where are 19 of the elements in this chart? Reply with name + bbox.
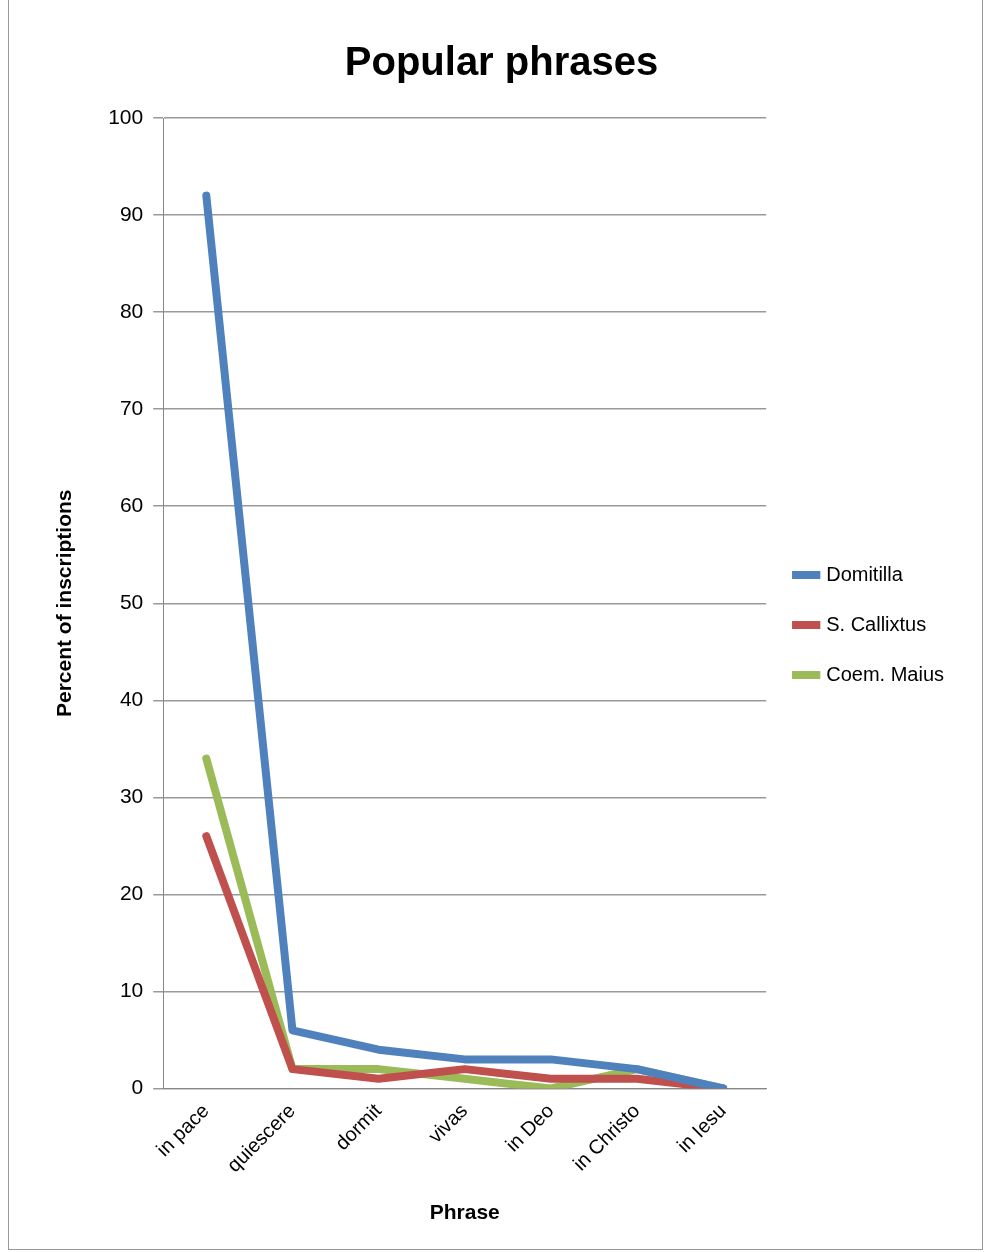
y-axis-title: Percent of inscriptions — [52, 489, 76, 718]
y-tick-label: 90 — [119, 201, 144, 225]
y-tick-label: 80 — [119, 298, 144, 322]
chart-title: Popular phrases — [344, 39, 659, 84]
y-tick-label: 60 — [119, 493, 144, 516]
y-tick-label: 0 — [131, 1075, 144, 1099]
legend-label: Domitilla — [826, 562, 904, 585]
x-tick-label: in Deo — [501, 1099, 558, 1156]
y-tick-label: 70 — [119, 395, 144, 419]
y-tick-label: 40 — [119, 687, 144, 711]
x-axis-title: Phrase — [429, 1200, 500, 1224]
y-tick-label: 50 — [119, 590, 144, 614]
y-tick-label: 20 — [119, 881, 144, 905]
legend-label: Coem. Maius — [826, 662, 944, 685]
y-tick-label: 30 — [119, 784, 144, 808]
y-tick-label: 10 — [119, 978, 144, 1002]
x-tick-label: in Iesu — [672, 1099, 730, 1157]
legend-label: S. Callixtus — [826, 612, 927, 635]
y-tick-label: 100 — [108, 104, 144, 128]
